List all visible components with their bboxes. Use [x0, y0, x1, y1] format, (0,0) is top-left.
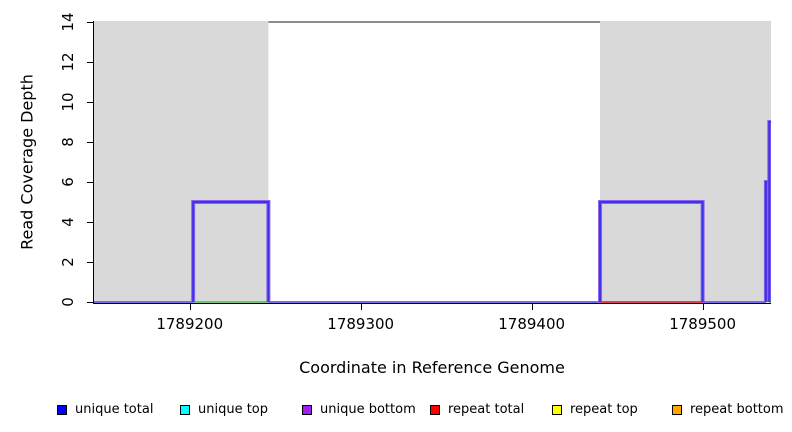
- x-tick-label: 1789200: [156, 315, 224, 333]
- y-tick-label: 2: [59, 257, 77, 267]
- y-tick-label: 12: [59, 52, 77, 72]
- legend-label-unique-top: unique top: [198, 402, 269, 417]
- y-tick-mark: [87, 102, 93, 103]
- x-axis-title: Coordinate in Reference Genome: [299, 358, 565, 377]
- legend-swatch-unique-total: [57, 405, 67, 415]
- coverage-step: [599, 201, 704, 302]
- legend-swatch-unique-bottom: [302, 405, 312, 415]
- y-tick-label: 8: [59, 137, 77, 147]
- y-tick-label: 4: [59, 217, 77, 227]
- x-tick-mark: [702, 304, 704, 310]
- y-tick-mark: [87, 142, 93, 143]
- x-tick-mark: [189, 304, 191, 310]
- y-tick-label: 0: [59, 297, 77, 307]
- legend-label-repeat-bottom: repeat bottom: [690, 402, 784, 417]
- y-tick-mark: [87, 302, 93, 303]
- y-tick-mark: [87, 182, 93, 183]
- shaded-region: [600, 21, 771, 303]
- legend-label-repeat-top: repeat top: [570, 402, 638, 417]
- legend-label-repeat-total: repeat total: [448, 402, 525, 417]
- legend-swatch-repeat-total: [430, 405, 440, 415]
- x-tick-mark: [531, 304, 533, 310]
- shaded-region: [94, 21, 269, 303]
- x-tick-mark: [360, 304, 362, 310]
- y-tick-mark: [87, 262, 93, 263]
- legend-label-unique-total: unique total: [75, 402, 154, 417]
- y-axis-line: [93, 21, 94, 304]
- y-tick-mark: [87, 222, 93, 223]
- legend-swatch-repeat-bottom: [672, 405, 682, 415]
- x-tick-label: 1789300: [327, 315, 395, 333]
- legend-swatch-repeat-top: [552, 405, 562, 415]
- plot-area: [94, 21, 771, 303]
- legend-label-unique-bottom: unique bottom: [320, 402, 416, 417]
- y-tick-label: 14: [59, 12, 77, 32]
- legend-swatch-unique-top: [180, 405, 190, 415]
- y-tick-label: 6: [59, 177, 77, 187]
- x-tick-label: 1789500: [669, 315, 737, 333]
- y-tick-mark: [87, 62, 93, 63]
- y-tick-mark: [87, 22, 93, 23]
- coverage-step: [192, 201, 270, 302]
- y-axis-title: Read Coverage Depth: [17, 74, 37, 250]
- x-axis-line: [94, 303, 771, 304]
- x-tick-label: 1789400: [498, 315, 566, 333]
- coverage-step: [768, 121, 771, 302]
- y-tick-label: 10: [59, 92, 77, 112]
